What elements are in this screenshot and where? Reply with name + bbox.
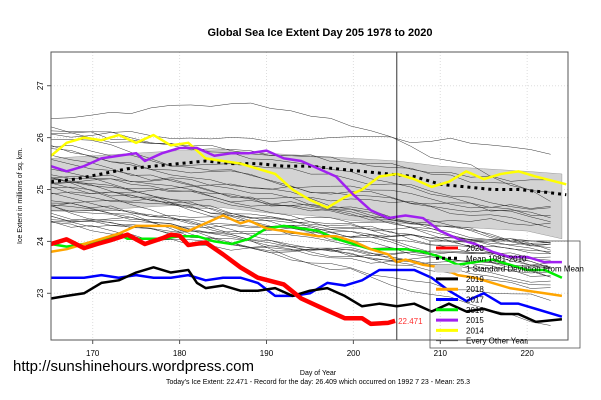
legend-label: Mean 1981-2010 [466, 254, 527, 263]
thin-year-line [50, 144, 551, 210]
thin-year-line [50, 178, 551, 226]
x-axis-label: Day of Year [300, 370, 337, 377]
x-tick-label: 180 [173, 349, 187, 358]
x-tick-label: 220 [520, 349, 534, 358]
thin-year-line [50, 168, 551, 261]
thin-year-line [50, 159, 551, 223]
y-tick-label: 26 [36, 133, 45, 142]
y-tick-label: 24 [36, 236, 45, 245]
legend-label: 2015 [466, 316, 484, 325]
thin-year-line [50, 154, 551, 248]
thin-year-line [50, 130, 551, 193]
y-axis-ticks: 23 24 25 26 27 [36, 81, 51, 298]
x-tick-label: 190 [260, 349, 274, 358]
thin-year-line [50, 102, 551, 202]
legend-label: 2017 [466, 296, 484, 305]
y-axis-label: Ice Extent in millions of sq. km. [17, 148, 24, 244]
y-tick-label: 27 [36, 81, 45, 90]
legend-label: 2019 [466, 275, 484, 284]
thin-year-line [50, 204, 551, 326]
legend-label: Every Other Year [466, 337, 527, 346]
x-tick-label: 170 [86, 349, 100, 358]
legend-label: 1 Standard Deviation From Mean [466, 265, 584, 274]
plot-frame [50, 51, 569, 341]
legend-label: 2020 [466, 244, 484, 253]
series-lines [50, 133, 567, 327]
x-tick-label: 210 [434, 349, 448, 358]
thin-year-line [50, 177, 551, 246]
series-line-2016 [50, 224, 563, 279]
thin-year-line [50, 200, 551, 277]
chart-title: Global Sea Ice Extent Day 205 1978 to 20… [207, 27, 432, 39]
series-line-2015 [50, 146, 562, 264]
x-axis-ticks: 170 180 190 200 210 220 [86, 340, 534, 358]
series-line-2014 [50, 133, 567, 209]
thin-year-line [50, 131, 551, 155]
legend-label: 2016 [466, 306, 484, 315]
x-tick-label: 200 [347, 349, 361, 358]
watermark: http://sunshinehours.wordpress.com [13, 358, 254, 375]
legend-label: 2018 [466, 285, 484, 294]
thin-year-line [50, 186, 551, 269]
thin-year-line [50, 182, 551, 267]
thin-year-line [50, 183, 551, 209]
legend-swatch [434, 264, 462, 273]
series-line-2019 [50, 266, 563, 324]
y-tick-label: 25 [36, 185, 45, 194]
y-tick-label: 23 [36, 288, 45, 297]
thin-year-line [50, 221, 551, 266]
thin-year-line [50, 186, 551, 278]
thin-year-line [50, 131, 551, 182]
legend-box [429, 240, 581, 349]
thin-year-line [50, 174, 551, 244]
subtitle: Today's Ice Extent: 22.471 - Record for … [166, 379, 470, 386]
series-line-2020 [50, 232, 396, 327]
thin-year-line [50, 148, 551, 217]
thin-year-line [50, 177, 551, 286]
series-line-2018 [50, 214, 563, 298]
current-value-label: 22.471 [398, 317, 423, 326]
legend-label: 2014 [466, 326, 484, 335]
